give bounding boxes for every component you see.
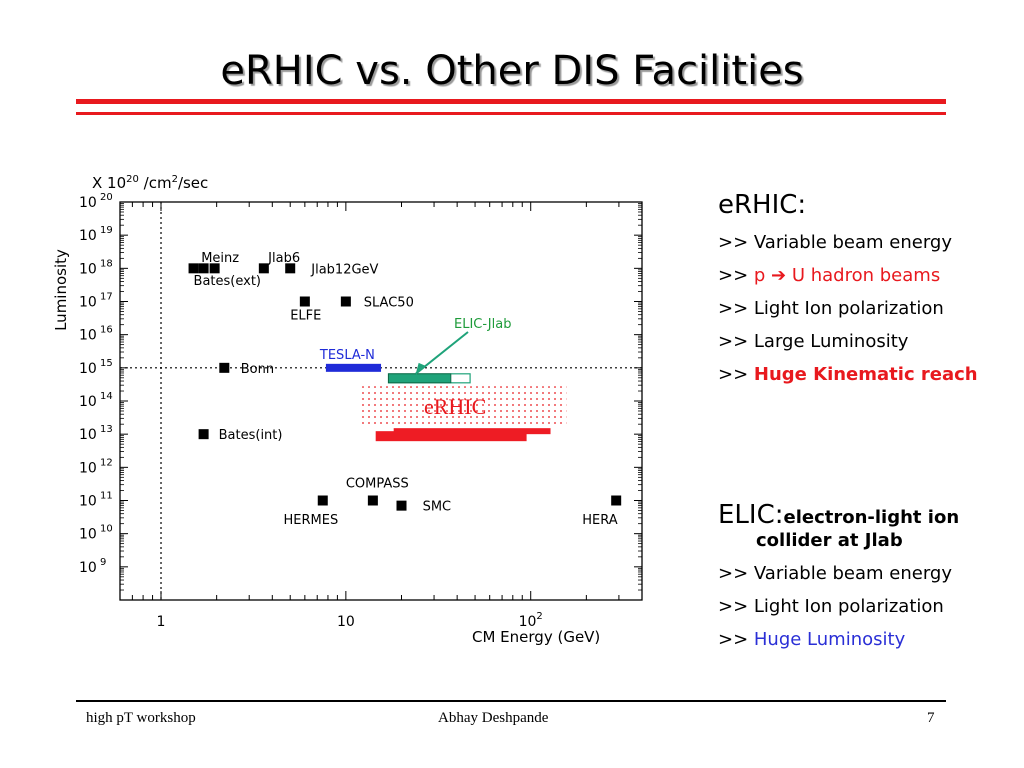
erhic-range-bar [375, 431, 527, 442]
data-point [317, 495, 328, 506]
elic-bullet: >> Variable beam energy [718, 563, 1018, 585]
elic-bullet-text: Huge Luminosity [753, 629, 906, 650]
footer-event: high pT workshop [86, 710, 196, 726]
point-label: Bates(int) [219, 428, 283, 443]
erhic-bullet: >> Large Luminosity [718, 331, 1018, 353]
bullet-marker: >> [718, 629, 754, 650]
erhic-list: >> Variable beam energy >> p ➔ U hadron b… [718, 232, 1018, 386]
data-point [198, 263, 209, 274]
erhic-range-label: eRHIC [424, 394, 486, 419]
data-point [611, 495, 622, 506]
bullet-marker: >> [718, 265, 754, 286]
elic-subheading-2: collider at Jlab [756, 530, 903, 551]
y-tick-label: 10 20 [79, 192, 113, 211]
y-tick-label: 10 10 [79, 524, 113, 543]
erhic-panel: eRHIC: >> Variable beam energy >> p ➔ U h… [718, 190, 1018, 397]
erhic-bullet-text: Huge Kinematic reach [753, 364, 978, 385]
y-tick-label: 10 18 [79, 258, 113, 277]
y-tick-label: 10 12 [79, 457, 113, 476]
data-point [198, 429, 209, 440]
data-point [396, 500, 407, 511]
y-tick-label: 10 11 [79, 491, 113, 510]
data-point [285, 263, 296, 274]
point-label: Jlab12GeV [310, 262, 378, 277]
point-label: Meinz [201, 251, 239, 266]
elic-range-bar [388, 373, 452, 384]
bullet-marker: >> [718, 563, 754, 584]
elic-bullet: >> Huge Luminosity [718, 629, 1018, 651]
point-label: SLAC50 [364, 296, 414, 311]
elic-pointer-line [415, 331, 469, 375]
elic-pointer-arrowhead [415, 362, 426, 374]
y-tick-label: 10 15 [79, 358, 113, 377]
y-tick-label: 10 13 [79, 424, 113, 443]
footer-author: Abhay Deshpande [438, 710, 549, 726]
point-label: SMC [423, 500, 452, 515]
erhic-bullet-text: p ➔ U hadron beams [753, 265, 941, 286]
bullet-marker: >> [718, 298, 754, 319]
x-tick-label: 10 [337, 614, 355, 630]
point-label: ELFE [290, 309, 321, 324]
erhic-bullet: >> Light Ion polarization [718, 298, 1018, 320]
erhic-bullet-text: Variable beam energy [753, 232, 952, 253]
footer-rule [76, 700, 946, 702]
x-tick-label: 102 [519, 611, 543, 630]
bullet-marker: >> [718, 364, 754, 385]
y-unit-label: X 1020 /cm2/sec [92, 174, 208, 192]
elic-bullet-text: Light Ion polarization [753, 596, 944, 617]
bullet-marker: >> [718, 331, 754, 352]
erhic-bullet-text: Light Ion polarization [753, 298, 944, 319]
erhic-bullet-text: Large Luminosity [753, 331, 909, 352]
title-rule-bottom [76, 112, 946, 115]
y-tick-label: 10 14 [79, 391, 113, 410]
data-point [209, 263, 220, 274]
elic-range-label: ELIC-Jlab [454, 317, 511, 332]
point-label: Bates(ext) [194, 274, 261, 289]
y-axis-label: Luminosity [52, 249, 70, 331]
tesla-range-bar [325, 363, 382, 372]
luminosity-vs-energy-chart: 10 20 10 19 10 18 10 17 10 16 10 15 10 14 10 13… [52, 174, 643, 646]
bullet-marker: >> [718, 232, 754, 253]
erhic-bullet: >> Variable beam energy [718, 232, 1018, 254]
data-point [219, 362, 230, 373]
data-point [340, 296, 351, 307]
y-tick-label: 10 17 [79, 292, 113, 311]
elic-subheading: electron-light ion [783, 507, 960, 528]
footer-page-number: 7 [927, 710, 935, 726]
slide-title: eRHIC vs. Other DIS Facilities [220, 48, 804, 94]
elic-panel: ELIC:electron-light ion collider at Jlab… [718, 500, 1018, 662]
y-tick-label: 10 9 [79, 557, 106, 576]
elic-bullet-text: Variable beam energy [753, 563, 952, 584]
data-point [188, 263, 199, 274]
tesla-range-label: TESLA-N [319, 348, 375, 363]
erhic-dotted-region [359, 386, 567, 427]
title-rule-top [76, 99, 946, 104]
elic-list: >> Variable beam energy >> Light Ion pola… [718, 563, 1018, 651]
point-label: COMPASS [346, 476, 409, 491]
x-axis-label: CM Energy (GeV) [472, 628, 600, 646]
x-tick-label: 1 [157, 614, 166, 630]
point-label: Jlab6 [267, 251, 300, 266]
point-label: HERA [582, 513, 617, 528]
y-tick-label: 10 19 [79, 225, 113, 244]
point-label: Bonn [241, 362, 274, 377]
point-label: HERMES [284, 513, 339, 528]
erhic-bullet: >> Huge Kinematic reach [718, 364, 1018, 386]
data-point [367, 495, 378, 506]
y-tick-label: 10 16 [79, 325, 113, 344]
bullet-marker: >> [718, 596, 754, 617]
data-point [258, 263, 269, 274]
elic-heading: ELIC: [718, 500, 784, 530]
erhic-heading: eRHIC: [718, 190, 807, 220]
data-point [299, 296, 310, 307]
erhic-bullet: >> p ➔ U hadron beams [718, 265, 1018, 287]
elic-bullet: >> Light Ion polarization [718, 596, 1018, 618]
